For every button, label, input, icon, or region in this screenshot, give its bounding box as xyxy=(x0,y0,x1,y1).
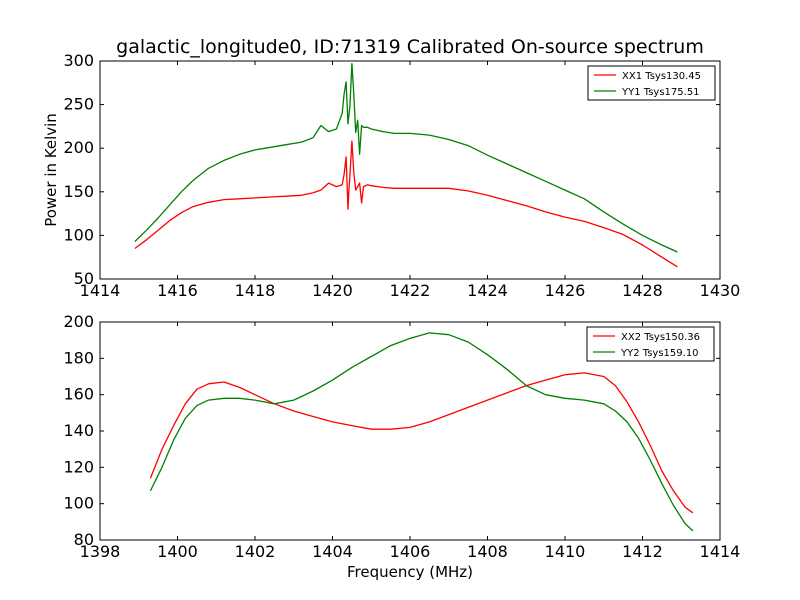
top-x-tick-label: 1420 xyxy=(312,281,353,300)
bottom-x-axis-label: Frequency (MHz) xyxy=(347,563,473,581)
bottom-x-tick-label: 1402 xyxy=(235,542,276,561)
bottom-x-tick-label: 1404 xyxy=(312,542,353,561)
bottom-y-tick-label: 200 xyxy=(63,312,94,331)
bottom-y-tick-label: 120 xyxy=(63,457,94,476)
top-y-tick-label: 200 xyxy=(63,138,94,157)
top-series-line-2 xyxy=(134,62,678,253)
bottom-y-tick-label: 140 xyxy=(63,421,94,440)
top-y-tick-label: 50 xyxy=(74,269,94,288)
top-legend-box xyxy=(587,65,716,101)
bottom-x-tick-label: 1408 xyxy=(467,542,508,561)
top-x-tick-label: 1426 xyxy=(545,281,586,300)
bottom-x-tick-label: 1398 xyxy=(80,542,121,561)
bottom-x-tick-label: 1406 xyxy=(390,542,431,561)
bottom-y-tick-label: 100 xyxy=(63,494,94,513)
top-x-tick-label: 1428 xyxy=(622,281,663,300)
bottom-subplot: 1398 1400 1402 1404 1406 1408 1410 1412 1414 80 10… xyxy=(63,312,740,581)
bottom-x-tick-label: 1410 xyxy=(545,542,586,561)
top-y-axis-label: Power in Kelvin xyxy=(42,113,60,227)
bottom-x-tick-label: 1400 xyxy=(157,542,198,561)
top-x-tick-label: 1424 xyxy=(467,281,508,300)
bottom-legend-label-2: YY2 Tsys159.10 xyxy=(620,348,699,359)
bottom-y-tick-label: 80 xyxy=(74,530,94,549)
bottom-legend-box xyxy=(586,326,715,362)
bottom-legend: XX2 Tsys150.36 YY2 Tsys159.10 xyxy=(586,326,715,362)
top-y-tick-label: 300 xyxy=(63,51,94,70)
top-y-tick-label: 100 xyxy=(63,225,94,244)
top-subplot: 1414 1416 1418 1420 1422 1424 1426 1428 1430 50 10… xyxy=(42,51,740,300)
top-x-tick-label: 1418 xyxy=(235,281,276,300)
bottom-series-line-2 xyxy=(149,332,694,532)
top-legend-label-1: XX1 Tsys130.45 xyxy=(622,71,701,82)
top-legend-label-2: YY1 Tsys175.51 xyxy=(621,87,700,98)
chart-title: galactic_longitude0, ID:71319 Calibrated… xyxy=(116,36,704,58)
top-y-tick-label: 250 xyxy=(63,95,94,114)
top-series-line-1 xyxy=(134,140,678,268)
bottom-x-tick-label: 1414 xyxy=(700,542,741,561)
top-x-tick-label: 1422 xyxy=(390,281,431,300)
top-x-tick-label: 1416 xyxy=(157,281,198,300)
bottom-series-line-1 xyxy=(149,372,694,514)
top-x-tick-label: 1430 xyxy=(700,281,741,300)
top-legend: XX1 Tsys130.45 YY1 Tsys175.51 xyxy=(587,65,716,101)
bottom-y-tick-label: 180 xyxy=(63,348,94,367)
bottom-y-tick-label: 160 xyxy=(63,385,94,404)
top-y-tick-label: 150 xyxy=(63,182,94,201)
top-x-tick-label: 1414 xyxy=(80,281,121,300)
bottom-x-tick-label: 1412 xyxy=(622,542,663,561)
bottom-legend-label-1: XX2 Tsys150.36 xyxy=(621,332,700,343)
